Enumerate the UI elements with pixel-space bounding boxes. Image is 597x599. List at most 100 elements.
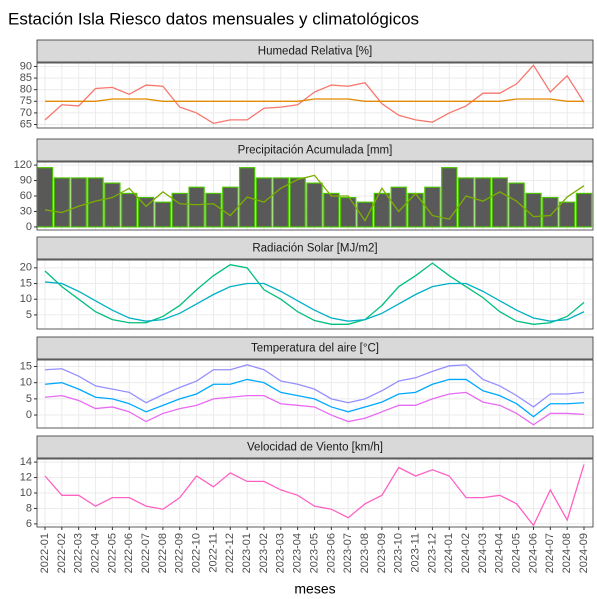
x-tick-label: 2022-08 (157, 533, 169, 573)
bar (525, 192, 542, 228)
y-tick-label: 14 (20, 456, 32, 468)
x-tick-label: 2022-09 (174, 533, 186, 573)
bar (104, 182, 121, 228)
panel-title: Radiación Solar [MJ/m2] (252, 243, 377, 255)
bar (373, 192, 391, 228)
y-tick-label: 80 (20, 84, 32, 96)
x-tick-label: 2024-01 (443, 533, 455, 573)
y-tick-label: 10 (20, 487, 32, 499)
panel-border (36, 259, 594, 330)
bar (575, 192, 593, 228)
x-tick-label: 2022-03 (73, 533, 85, 573)
x-tick-label: 2024-06 (527, 533, 539, 573)
y-tick-label: 65 (20, 118, 32, 130)
panel-title: Humedad Relativa [%] (258, 46, 372, 58)
x-tick-label: 2022-06 (123, 533, 135, 573)
x-tick-label: 2022-01 (39, 533, 51, 573)
data-line (44, 64, 585, 125)
panel-border (36, 161, 594, 231)
x-tick-label: 2024-09 (578, 533, 590, 573)
panel-title: Temperatura del aire [°C] (251, 343, 379, 355)
x-tick-label: 2023-07 (342, 533, 354, 573)
bar (36, 167, 54, 228)
data-line (44, 378, 585, 418)
y-tick-label: 0 (26, 221, 32, 233)
x-tick-label: 2022-05 (106, 533, 118, 573)
bar (356, 201, 374, 228)
y-tick-label: 90 (20, 174, 32, 186)
y-tick-label: 12 (20, 471, 32, 483)
bar (154, 201, 172, 228)
bar (171, 192, 188, 228)
x-tick-label: 2022-10 (191, 533, 203, 573)
y-tick-label: 0 (26, 409, 32, 421)
x-tick-label: 2023-01 (241, 533, 253, 573)
panel-title: Precipitación Acumulada [mm] (238, 145, 393, 157)
bar (474, 177, 492, 228)
y-tick-label: 90 (20, 60, 32, 72)
chart-title: Estación Isla Riesco datos mensuales y c… (8, 9, 419, 28)
data-line (44, 464, 585, 527)
x-tick-label: 2024-02 (460, 533, 472, 573)
bar (390, 186, 407, 228)
x-tick-label: 2024-03 (477, 533, 489, 573)
y-tick-label: 6 (26, 518, 32, 530)
bar (205, 192, 222, 228)
x-tick-label: 2024-05 (511, 533, 523, 573)
y-tick-label: 15 (20, 277, 32, 289)
y-tick-label: 85 (20, 72, 32, 84)
x-tick-label: 2023-02 (258, 533, 270, 573)
bar (289, 177, 306, 228)
y-tick-label: 75 (20, 95, 32, 107)
bar (306, 182, 323, 228)
x-tick-label: 2023-06 (325, 533, 337, 573)
y-tick-label: 8 (26, 502, 32, 514)
x-tick-label: 2024-04 (494, 533, 506, 573)
x-axis-title: meses (294, 581, 335, 597)
x-tick-label: 2022-07 (140, 533, 152, 573)
bar (70, 177, 87, 228)
x-tick-label: 2023-04 (292, 533, 304, 573)
panel-title: Velocidad de Viento [km/h] (247, 442, 383, 454)
x-tick-label: 2023-03 (275, 533, 287, 573)
data-line (44, 262, 585, 325)
y-tick-label: 30 (20, 205, 32, 217)
data-line (44, 364, 585, 408)
bar (87, 177, 104, 228)
bar (222, 186, 239, 228)
x-tick-label: 2023-09 (376, 533, 388, 573)
x-tick-label: 2023-12 (426, 533, 438, 573)
y-tick-label: 15 (20, 360, 32, 372)
y-tick-label: 120 (14, 159, 32, 171)
data-line (45, 98, 584, 102)
data-line (44, 281, 585, 322)
x-tick-label: 2022-11 (207, 533, 219, 573)
strip (36, 336, 594, 360)
bar (323, 192, 340, 228)
bar (424, 186, 441, 228)
panel-border (36, 62, 594, 129)
y-tick-label: 60 (20, 190, 32, 202)
bar (53, 177, 71, 228)
bar (272, 177, 289, 228)
y-tick-label: 5 (26, 393, 32, 405)
y-tick-label: 10 (20, 377, 32, 389)
bar (558, 201, 576, 228)
bar (441, 167, 458, 228)
x-tick-label: 2023-08 (359, 533, 371, 573)
x-tick-label: 2023-05 (308, 533, 320, 573)
strip (36, 138, 594, 162)
bar (137, 196, 155, 228)
bar (121, 192, 138, 228)
strip (36, 236, 594, 260)
panel-border (36, 359, 594, 429)
y-tick-label: 20 (20, 262, 32, 274)
y-tick-label: 5 (26, 309, 32, 321)
bar (340, 196, 357, 228)
x-tick-label: 2024-08 (561, 533, 573, 573)
x-tick-label: 2022-04 (89, 533, 101, 573)
x-tick-label: 2024-07 (544, 533, 556, 573)
bar (188, 186, 205, 228)
bar (508, 182, 525, 228)
